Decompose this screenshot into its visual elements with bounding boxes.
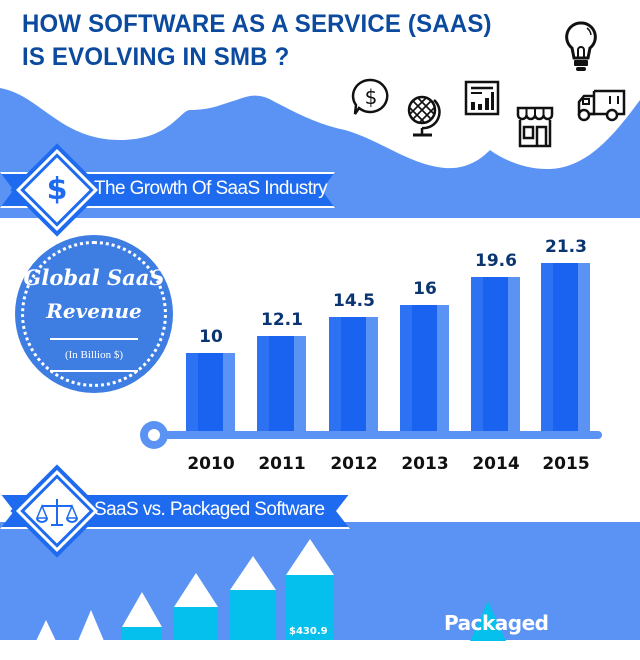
section-title-growth: The Growth Of SaaS Industry <box>94 178 328 199</box>
badge-unit-label: (In Billion $) <box>64 349 124 361</box>
x-axis-year-label: 2011 <box>258 454 306 474</box>
pencil-body <box>230 590 276 640</box>
packaged-label: Packaged <box>444 611 549 635</box>
dollar-sign-icon: $ <box>46 172 68 207</box>
packaged-tip-icon <box>470 601 506 641</box>
x-axis-year-label: 2015 <box>542 454 590 474</box>
x-axis-year-label: 2012 <box>330 454 378 474</box>
pencil-tip <box>286 539 334 575</box>
bar-chart-report-icon <box>464 80 500 116</box>
bar-value-label: 12.1 <box>261 310 303 330</box>
chart-x-axis <box>160 431 602 439</box>
lightbulb-icon <box>565 21 597 71</box>
pencil-body <box>174 607 218 640</box>
delivery-truck-icon <box>577 89 626 122</box>
svg-text:$: $ <box>365 85 378 109</box>
badge-title-line1: Global SaaS <box>23 265 165 290</box>
bar-value-label: 10 <box>199 327 223 347</box>
pencil-tip <box>70 610 112 660</box>
pencil-tip <box>122 592 162 627</box>
badge-dotted-border <box>21 241 167 387</box>
chart-title-badge: Global SaaS Revenue (In Billion $) <box>15 235 173 393</box>
chart-bar <box>400 305 449 433</box>
chart-axis-knob <box>140 421 168 449</box>
pencil-tip <box>27 620 65 660</box>
bar-value-label: 21.3 <box>545 237 587 257</box>
bar-value-label: 16 <box>413 279 437 299</box>
section-title-comparison: SaaS vs. Packaged Software <box>94 499 325 520</box>
pencil-body <box>286 575 334 640</box>
chart-bar <box>541 263 590 433</box>
chart-bar <box>329 317 378 433</box>
bar-value-label: 19.6 <box>475 251 517 271</box>
badge-title-line2: Revenue <box>46 299 142 323</box>
chart-bar <box>186 353 235 433</box>
x-axis-year-label: 2013 <box>401 454 449 474</box>
badge-divider-bottom <box>50 370 138 372</box>
pencil-tip <box>174 573 218 607</box>
scales-icon <box>36 499 78 526</box>
pencil-body <box>122 627 162 640</box>
storefront-icon <box>516 106 554 148</box>
page-title: HOW SOFTWARE AS A SERVICE (SAAS) IS EVOL… <box>22 10 492 71</box>
x-axis-year-label: 2014 <box>472 454 520 474</box>
chart-bar <box>257 336 306 433</box>
dollar-speech-bubble-icon: $ <box>351 78 389 115</box>
x-axis-year-label: 2010 <box>187 454 235 474</box>
globe-icon <box>407 95 441 137</box>
pencil-tip <box>230 556 276 590</box>
badge-divider-top <box>50 338 138 340</box>
bar-value-label: 14.5 <box>333 291 375 311</box>
chart-bar <box>471 277 520 433</box>
pencil-value-label: $430.9 <box>289 626 328 637</box>
